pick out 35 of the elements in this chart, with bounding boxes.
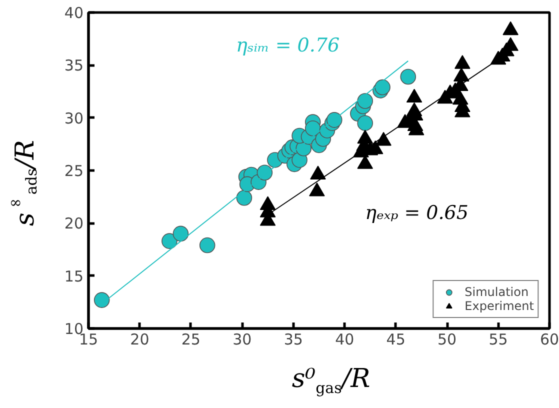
point xyxy=(162,233,178,249)
x-tick-label: 35 xyxy=(284,330,303,348)
x-tick-label: 50 xyxy=(438,330,457,348)
y-tick-label: 15 xyxy=(64,267,84,286)
y-tick-label: 30 xyxy=(64,109,84,128)
x-tick-label: 45 xyxy=(386,330,406,348)
point xyxy=(357,130,373,144)
x-tick-label: 25 xyxy=(181,330,200,348)
x-tick-label: 40 xyxy=(335,330,354,348)
x-axis-title: s⁰$_{gas}$/R xyxy=(292,364,370,398)
annotation: ηₛᵢₘ = 0.76 xyxy=(236,34,340,57)
point xyxy=(94,292,110,308)
point xyxy=(406,88,422,103)
point xyxy=(454,55,470,69)
x-tick-label: 60 xyxy=(540,330,559,348)
point xyxy=(454,68,470,82)
point xyxy=(236,190,252,206)
point xyxy=(256,164,273,180)
x-tick-label: 20 xyxy=(130,330,150,348)
point xyxy=(304,120,321,136)
point xyxy=(502,21,518,36)
point xyxy=(326,112,342,128)
x-tick-label: 30 xyxy=(232,330,252,348)
y-tick-label: 20 xyxy=(64,214,84,233)
legend-label: Simulation xyxy=(464,285,529,299)
point xyxy=(357,115,373,131)
point xyxy=(199,237,216,254)
annotation: ηₑₓₚ = 0.65 xyxy=(365,202,468,224)
point xyxy=(376,132,392,146)
y-tick-label: 25 xyxy=(64,162,84,180)
point xyxy=(172,226,189,242)
y-tick-label: 40 xyxy=(64,4,84,22)
x-tick-label: 55 xyxy=(488,330,508,348)
legend-label: Experiment xyxy=(464,299,534,313)
y-tick-label: 35 xyxy=(64,56,84,75)
